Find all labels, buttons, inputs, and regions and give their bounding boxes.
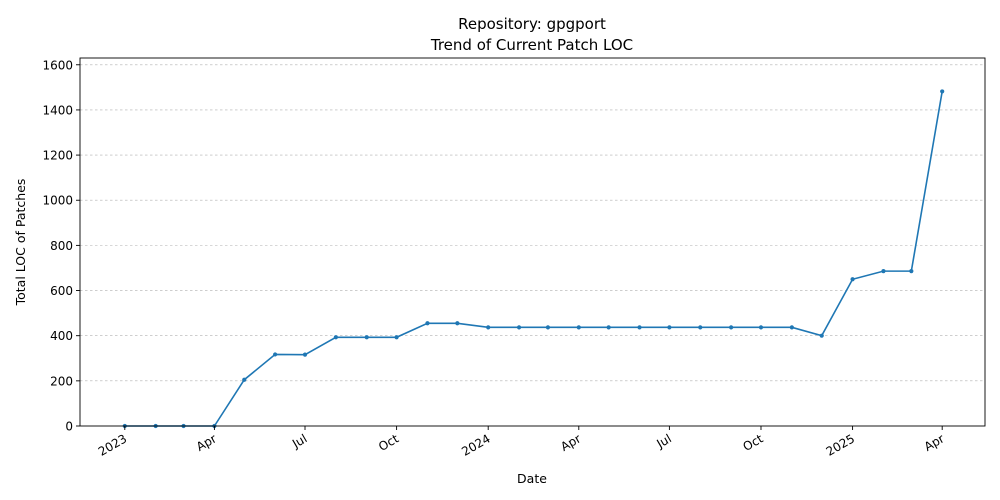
x-tick-label-6: Jul (653, 431, 673, 451)
x-axis-ticks: 2023 Apr Jul Oct 2024 Apr Jul Oct 2025 Apr (96, 426, 947, 459)
data-point-15 (576, 325, 581, 330)
data-point-17 (637, 325, 642, 330)
series-layer (122, 89, 945, 429)
plot-frame (79, 57, 986, 427)
y-tick-label-4: 800 (50, 239, 73, 253)
y-axis-ticks: 0 200 400 600 800 1000 1200 1400 1600 (42, 58, 80, 434)
x-tick-label-7: Oct (741, 431, 766, 454)
data-point-23 (819, 333, 824, 338)
y-tick-label-0: 0 (65, 420, 73, 434)
data-point-18 (667, 325, 672, 330)
data-point-27 (940, 89, 945, 94)
chart-subtitle: Trend of Current Patch LOC (430, 36, 633, 54)
data-point-5 (273, 352, 278, 357)
data-point-10 (425, 321, 430, 326)
data-point-26 (909, 269, 914, 274)
x-tick-label-5: Apr (558, 431, 583, 454)
data-point-24 (850, 277, 855, 282)
y-tick-label-5: 1000 (42, 194, 73, 208)
y-tick-label-8: 1600 (42, 58, 73, 72)
data-point-7 (333, 335, 338, 340)
y-tick-label-6: 1200 (42, 149, 73, 163)
data-point-8 (364, 335, 369, 340)
data-point-19 (698, 325, 703, 330)
y-tick-label-1: 200 (50, 374, 73, 388)
data-point-9 (394, 335, 399, 340)
data-point-11 (455, 321, 460, 326)
x-tick-label-2: Jul (289, 431, 309, 451)
data-point-14 (545, 325, 551, 330)
x-tick-label-4: 2024 (459, 431, 492, 458)
x-tick-label-0: 2023 (96, 431, 129, 458)
series-line-0 (124, 91, 943, 427)
x-axis-label: Date (517, 471, 547, 486)
grid-lines (80, 64, 985, 382)
data-point-22 (789, 325, 794, 330)
y-axis-label: Total LOC of Patches (13, 179, 28, 307)
data-point-25 (881, 269, 886, 274)
data-point-21 (758, 325, 764, 330)
y-tick-label-3: 600 (50, 284, 73, 298)
data-point-4 (242, 377, 247, 382)
data-point-20 (729, 325, 734, 330)
x-tick-label-3: Oct (376, 431, 401, 454)
x-tick-label-8: 2025 (824, 431, 857, 458)
data-point-6 (302, 352, 308, 357)
data-point-16 (606, 325, 611, 330)
y-tick-label-2: 400 (50, 329, 73, 343)
y-tick-label-7: 1400 (42, 103, 73, 117)
x-tick-label-9: Apr (922, 431, 947, 454)
data-point-12 (486, 325, 491, 330)
chart-title: Repository: gpgport (458, 15, 606, 33)
data-point-13 (516, 325, 522, 330)
x-tick-label-1: Apr (194, 431, 219, 454)
